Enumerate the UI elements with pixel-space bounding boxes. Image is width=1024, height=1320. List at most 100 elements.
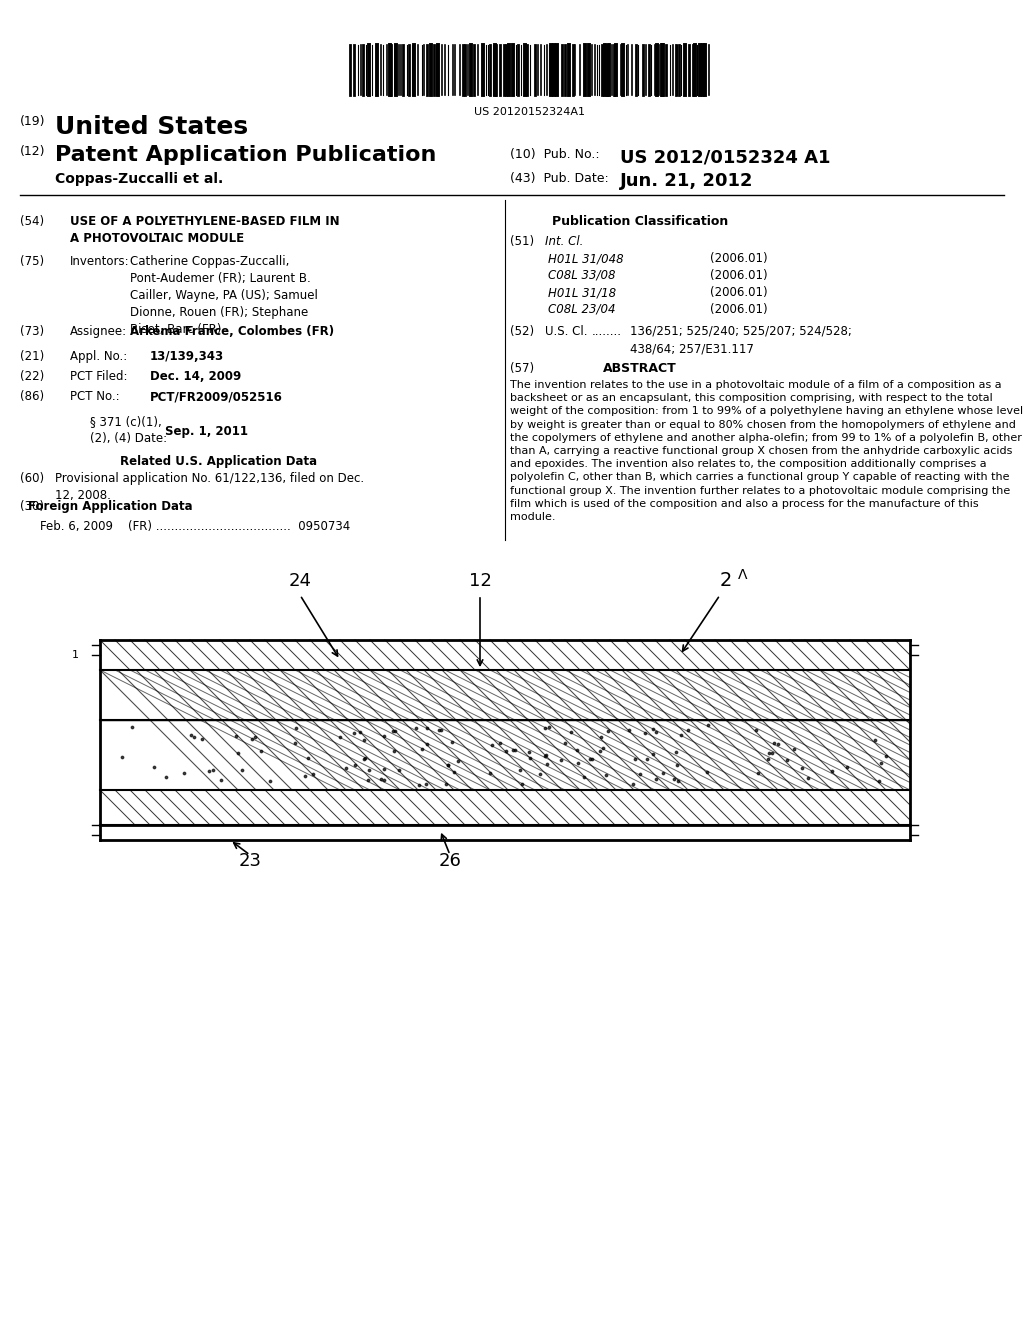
Point (557, 733, 573, 754)
Point (419, 717, 435, 738)
Text: United States: United States (55, 115, 248, 139)
Point (409, 717, 425, 738)
Point (668, 742, 684, 763)
Point (666, 768, 682, 789)
Point (440, 754, 457, 775)
Text: (52): (52) (510, 325, 535, 338)
Text: PCT/FR2009/052516: PCT/FR2009/052516 (150, 389, 283, 403)
Text: PCT No.:: PCT No.: (70, 389, 120, 403)
Text: (54): (54) (20, 215, 44, 228)
Point (537, 746, 553, 767)
Text: H01L 31/18: H01L 31/18 (548, 286, 616, 300)
Point (499, 741, 515, 762)
Text: Assignee:: Assignee: (70, 325, 127, 338)
Text: Dec. 14, 2009: Dec. 14, 2009 (150, 370, 242, 383)
Text: (22): (22) (20, 370, 44, 383)
Point (244, 729, 260, 750)
Text: (43)  Pub. Date:: (43) Pub. Date: (510, 172, 608, 185)
Point (357, 747, 374, 768)
Point (648, 768, 665, 789)
Point (673, 725, 689, 746)
Point (338, 756, 354, 777)
Point (600, 719, 616, 741)
Point (625, 774, 641, 795)
Text: (10)  Pub. No.:: (10) Pub. No.: (510, 148, 600, 161)
Text: (60): (60) (20, 473, 44, 484)
Point (598, 764, 614, 785)
Point (512, 759, 528, 780)
Point (867, 730, 884, 751)
Point (670, 770, 686, 791)
Point (450, 751, 466, 772)
Point (418, 774, 434, 795)
Point (507, 739, 523, 760)
Point (644, 743, 660, 764)
Point (531, 764, 548, 785)
Text: U.S. Cl.: U.S. Cl. (545, 325, 588, 338)
Point (627, 748, 643, 770)
Point (538, 744, 554, 766)
Text: (12): (12) (20, 145, 45, 158)
Point (287, 733, 303, 754)
Point (521, 742, 538, 763)
Point (352, 721, 369, 742)
Point (800, 768, 816, 789)
Text: 13/139,343: 13/139,343 (150, 350, 224, 363)
Point (376, 770, 392, 791)
Point (419, 734, 435, 755)
Point (699, 715, 716, 737)
Text: Sep. 1, 2011: Sep. 1, 2011 (165, 425, 248, 438)
Point (431, 719, 447, 741)
Point (584, 748, 600, 770)
Point (412, 775, 428, 796)
Point (539, 754, 555, 775)
Point (437, 774, 454, 795)
Text: Patent Application Publication: Patent Application Publication (55, 145, 436, 165)
Point (680, 719, 696, 741)
Point (577, 766, 593, 787)
Text: US 20120152324A1: US 20120152324A1 (474, 107, 586, 117)
Point (386, 741, 402, 762)
Point (439, 754, 456, 775)
Point (373, 768, 389, 789)
Point (699, 762, 716, 783)
Point (824, 760, 841, 781)
Text: (73): (73) (20, 325, 44, 338)
Point (583, 748, 599, 770)
Point (228, 725, 245, 746)
Point (492, 733, 508, 754)
Text: H01L 31/048: H01L 31/048 (548, 252, 624, 265)
Point (114, 747, 130, 768)
Point (201, 760, 217, 781)
Text: C08L 23/04: C08L 23/04 (548, 304, 615, 315)
Point (764, 742, 780, 763)
Point (770, 734, 786, 755)
Point (346, 722, 362, 743)
Point (592, 741, 608, 762)
Point (261, 771, 278, 792)
Point (647, 722, 664, 743)
Point (355, 729, 372, 750)
Point (483, 735, 500, 756)
Point (229, 743, 246, 764)
Text: Feb. 6, 2009    (FR) ....................................  0950734: Feb. 6, 2009 (FR) ......................… (40, 520, 350, 533)
Point (145, 756, 162, 777)
Point (297, 766, 313, 787)
Point (288, 717, 304, 738)
Point (176, 763, 193, 784)
Point (513, 774, 529, 795)
Point (632, 763, 648, 784)
Point (234, 759, 251, 780)
Point (785, 738, 802, 759)
Text: PCT Filed:: PCT Filed: (70, 370, 128, 383)
Point (376, 758, 392, 779)
Point (247, 727, 263, 748)
Point (356, 748, 373, 770)
Point (305, 763, 322, 784)
Point (213, 770, 229, 791)
Point (879, 746, 895, 767)
Point (185, 727, 202, 748)
Text: 23: 23 (239, 851, 261, 870)
Point (390, 759, 407, 780)
Text: 136/251; 525/240; 525/207; 524/528;
438/64; 257/E31.117: 136/251; 525/240; 525/207; 524/528; 438/… (630, 325, 852, 355)
